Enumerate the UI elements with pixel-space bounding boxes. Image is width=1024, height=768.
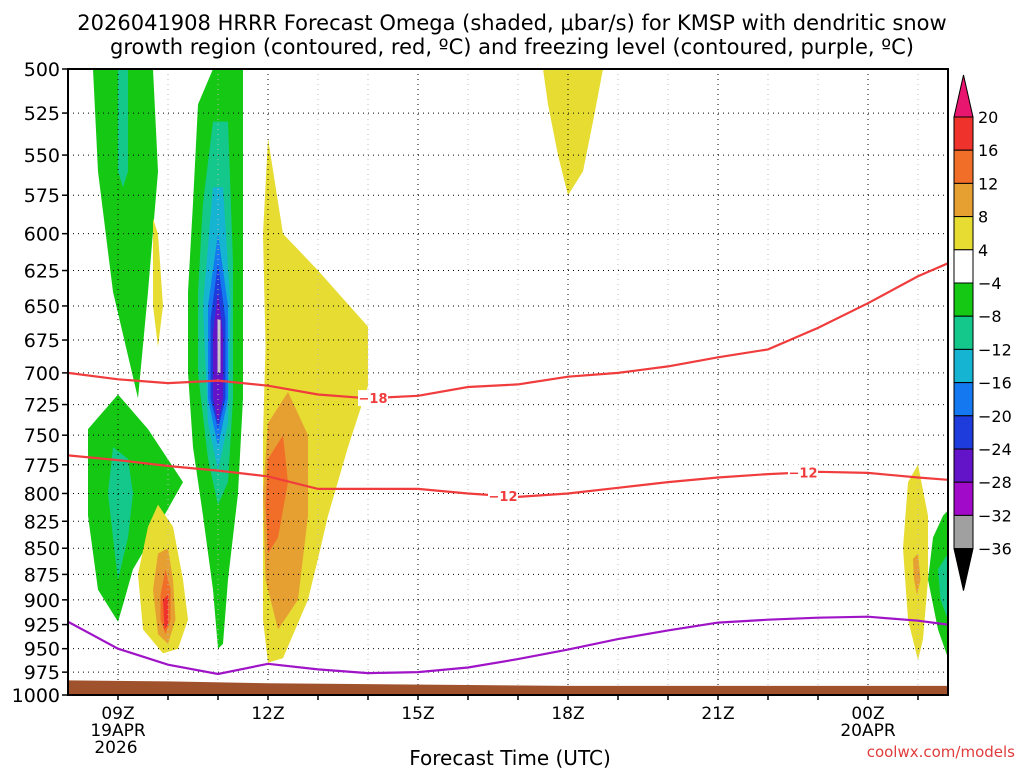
chart-title-line2: growth region (contoured, red, ºC) and f… — [110, 35, 914, 59]
y-tick-label-875: 875 — [24, 564, 60, 586]
contour-label-bg-2 — [788, 464, 818, 481]
colorbar-box-6 — [953, 315, 974, 350]
omega-region-3 — [108, 447, 133, 580]
ground-surface — [68, 680, 948, 695]
colorbar-box-5 — [953, 282, 974, 317]
chart-title-line1: 2026041908 HRRR Forecast Omega (shaded, … — [77, 11, 946, 35]
x-tick-label-09Z: 09Z — [101, 704, 134, 724]
x-tick-sublabel-09Z: 19APR — [90, 721, 146, 741]
omega-region-22 — [938, 553, 948, 620]
y-tick-label-550: 550 — [24, 145, 60, 167]
omega-region-1 — [118, 69, 128, 188]
omega-region-17 — [265, 435, 288, 554]
contour-label-1: −12 — [489, 490, 518, 505]
omega-region-20 — [913, 553, 921, 595]
y-tick-label-1000: 1000 — [12, 685, 60, 707]
colorbar-label-7: −12 — [978, 340, 1012, 359]
omega-region-14 — [163, 594, 168, 630]
contour-label-bg-1 — [488, 487, 518, 504]
colorbar-box-1 — [953, 149, 974, 184]
contour-label-0: −18 — [359, 392, 388, 407]
contour-labels: −18 −12 −12 — [358, 390, 818, 505]
y-tick-label-725: 725 — [24, 395, 60, 417]
y-tick-label-500: 500 — [24, 59, 60, 81]
omega-region-0 — [93, 69, 158, 399]
colorbar-label-0: 20 — [978, 108, 998, 127]
colorbar-box-9 — [953, 415, 974, 450]
plot-frame — [67, 68, 949, 696]
colorbar-box-10 — [953, 448, 974, 483]
colorbar-box-11 — [953, 481, 974, 516]
colorbar-box-7 — [953, 348, 974, 384]
colorbar-label-11: −28 — [978, 473, 1012, 492]
x-tick-label-18Z: 18Z — [551, 704, 584, 724]
x-tick-label-00Z: 00Z — [851, 704, 884, 724]
colorbar-box-4 — [953, 249, 974, 284]
x-tick-label-12Z: 12Z — [251, 704, 284, 724]
colorbar-label-9: −20 — [978, 407, 1012, 426]
colorbar-box-0 — [953, 116, 974, 151]
colorbar-label-6: −8 — [978, 307, 1002, 326]
x-axis-label: Forecast Time (UTC) — [409, 746, 611, 768]
ground-band — [68, 680, 948, 695]
y-tick-label-700: 700 — [24, 363, 60, 385]
y-tick-label-975: 975 — [24, 662, 60, 684]
y-tick-label-625: 625 — [24, 261, 60, 283]
series-line-2 — [68, 615, 948, 676]
credit-text: coolwx.com/models — [867, 743, 1015, 761]
omega-shading — [88, 69, 948, 663]
y-tick-label-950: 950 — [24, 639, 60, 661]
colorbar-label-5: −4 — [978, 274, 1002, 293]
colorbar-label-12: −32 — [978, 506, 1012, 525]
x-tick-year-09Z: 2026 — [94, 738, 137, 758]
colorbar-label-4: 4 — [978, 241, 988, 260]
y-tick-label-575: 575 — [24, 185, 60, 207]
x-tick-label-15Z: 15Z — [401, 704, 434, 724]
colorbar-label-3: 8 — [978, 208, 988, 227]
colorbar-box-2 — [953, 182, 974, 218]
contour-label-bg-0 — [358, 390, 388, 407]
y-tick-label-900: 900 — [24, 590, 60, 612]
colorbar: 20 16 12 8 4 −4 −8 −12 −16 −20 −24 −28 −32 −36 — [953, 74, 1012, 591]
omega-region-2 — [88, 394, 183, 622]
colorbar-top-arrow — [953, 74, 974, 118]
contour-label-2: −12 — [789, 466, 818, 481]
y-tick-label-825: 825 — [24, 511, 60, 533]
colorbar-box-12 — [953, 514, 974, 550]
colorbar-label-8: −16 — [978, 374, 1012, 393]
colorbar-label-2: 12 — [978, 174, 998, 193]
y-tick-label-750: 750 — [24, 425, 60, 447]
y-tick-label-775: 775 — [24, 455, 60, 477]
grid-lines — [68, 69, 948, 695]
colorbar-box-3 — [953, 216, 974, 251]
colorbar-label-13: −36 — [978, 540, 1012, 559]
x-tick-sublabel-00Z: 20APR — [840, 721, 896, 741]
y-tick-label-525: 525 — [24, 103, 60, 125]
y-tick-label-925: 925 — [24, 615, 60, 637]
omega-region-18 — [543, 69, 603, 196]
y-axis: 500 525 550 575 600 625 650 675 700 725 750 775 800 8… — [12, 59, 68, 707]
y-tick-label-800: 800 — [24, 483, 60, 505]
x-tick-label-21Z: 21Z — [701, 704, 734, 724]
colorbar-bottom-arrow — [953, 548, 974, 591]
colorbar-label-10: −24 — [978, 440, 1012, 459]
y-tick-label-650: 650 — [24, 296, 60, 318]
y-tick-label-850: 850 — [24, 538, 60, 560]
y-tick-label-600: 600 — [24, 224, 60, 246]
omega-region-21 — [928, 510, 948, 659]
colorbar-box-8 — [953, 382, 974, 417]
series-line-0 — [68, 262, 948, 400]
omega-region-10 — [153, 218, 163, 347]
colorbar-label-1: 16 — [978, 141, 998, 160]
y-tick-label-675: 675 — [24, 330, 60, 352]
